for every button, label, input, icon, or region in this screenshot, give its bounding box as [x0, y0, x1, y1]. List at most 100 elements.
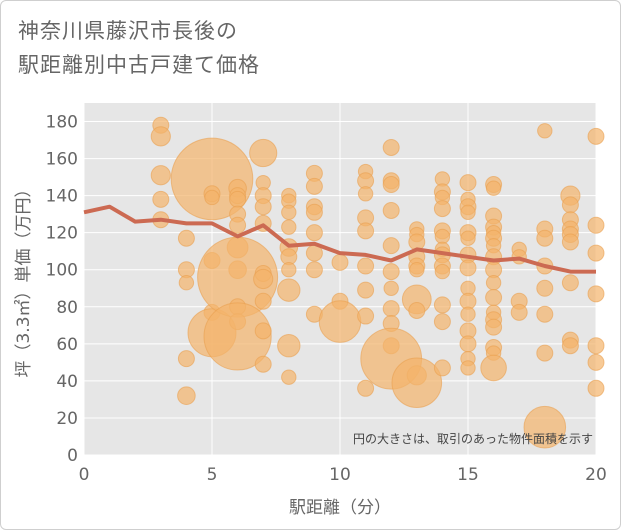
data-point [536, 279, 554, 297]
data-point [434, 263, 451, 280]
y-axis-label: 坪（3.3㎡）単価（万円） [14, 180, 34, 377]
data-point [281, 219, 297, 235]
x-tick-label: 15 [457, 465, 479, 485]
data-point [561, 196, 579, 214]
data-point [433, 296, 451, 314]
data-point [305, 203, 323, 221]
data-point [485, 275, 502, 291]
data-point [434, 228, 451, 245]
chart-title-line-1: 神奈川県藤沢市長後の [18, 19, 238, 43]
y-tick-label: 40 [56, 372, 78, 392]
data-point [433, 313, 451, 331]
data-point [203, 302, 272, 371]
data-point [459, 335, 477, 353]
data-point [460, 360, 476, 376]
data-point [177, 229, 195, 247]
data-point [485, 289, 503, 307]
data-point [254, 292, 272, 310]
data-point [229, 190, 247, 208]
data-point [382, 263, 400, 281]
data-point [391, 357, 443, 409]
data-point [178, 275, 195, 291]
data-point [150, 126, 171, 147]
data-point [587, 379, 605, 397]
x-tick-label: 10 [329, 465, 351, 485]
data-point [480, 354, 507, 382]
data-point [254, 198, 272, 216]
chart-title: 神奈川県藤沢市長後の 駅距離別中古戸建て価格 [18, 14, 260, 82]
y-tick-label: 0 [67, 446, 78, 466]
y-tick-label: 120 [46, 224, 78, 244]
y-axis-ticks: 0 20 40 60 80 100 120 140 160 180 [46, 113, 78, 466]
data-point [305, 224, 323, 242]
y-tick-label: 140 [46, 187, 78, 207]
data-point [537, 123, 553, 139]
data-point [510, 303, 528, 321]
data-point [587, 127, 605, 145]
data-point [204, 189, 220, 206]
data-point [587, 285, 605, 303]
x-axis-label: 駅距離（分） [289, 498, 391, 518]
data-point [318, 300, 362, 343]
data-point [433, 200, 451, 218]
data-point [460, 230, 476, 246]
data-point [305, 177, 323, 195]
data-point [536, 229, 554, 247]
data-point [357, 222, 375, 240]
data-point [277, 333, 301, 358]
data-point [523, 405, 567, 449]
data-point [152, 190, 170, 208]
data-point [177, 350, 195, 368]
x-tick-label: 20 [585, 465, 607, 485]
chart-title-line-2: 駅距離別中古戸建て価格 [18, 53, 260, 77]
data-point [382, 138, 400, 156]
y-tick-label: 80 [56, 298, 78, 318]
data-point [382, 176, 400, 194]
data-point [587, 244, 605, 262]
data-point [254, 355, 272, 373]
bubble-layer [150, 116, 605, 449]
data-point [331, 253, 349, 271]
data-point [177, 386, 196, 406]
data-point [561, 337, 579, 355]
data-point [382, 300, 400, 318]
data-point [277, 278, 301, 302]
data-point [357, 307, 375, 325]
x-tick-label: 5 [207, 465, 218, 485]
data-point [382, 237, 400, 255]
data-point [587, 216, 605, 234]
data-point [383, 280, 399, 296]
data-point [587, 353, 605, 371]
data-point [281, 204, 297, 221]
data-point [485, 180, 502, 196]
data-point [254, 322, 272, 340]
data-point [485, 318, 503, 336]
data-point [459, 259, 477, 277]
x-tick-label: 0 [79, 465, 90, 485]
data-point [460, 204, 476, 221]
data-point [253, 268, 274, 290]
data-point [561, 233, 579, 251]
data-point [587, 337, 605, 355]
y-tick-label: 180 [46, 113, 78, 133]
data-point [281, 369, 297, 385]
data-point [150, 165, 171, 186]
data-point [357, 257, 375, 275]
data-point [249, 138, 278, 168]
trend-line [83, 204, 596, 274]
y-tick-label: 160 [46, 150, 78, 170]
data-point [459, 174, 477, 192]
y-tick-label: 60 [56, 335, 78, 355]
data-point [536, 344, 554, 362]
data-point [357, 379, 375, 397]
data-point [305, 261, 323, 279]
data-point [357, 281, 375, 299]
y-tick-label: 100 [46, 261, 78, 281]
x-axis-ticks: 0 5 10 15 20 [79, 465, 607, 485]
data-point [433, 359, 451, 377]
data-point [460, 306, 476, 322]
size-annotation: 円の大きさは、取引のあった物件面積を示す [353, 431, 593, 446]
data-point [408, 301, 426, 319]
data-point [382, 201, 400, 219]
